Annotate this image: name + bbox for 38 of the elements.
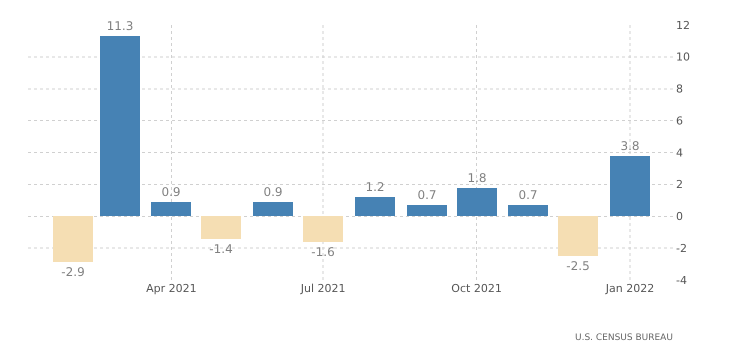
y-tick-label: 12 (676, 18, 690, 32)
bar (100, 36, 140, 216)
x-tick-label: Jan 2022 (604, 282, 654, 295)
y-tick-label: 2 (676, 178, 683, 192)
bar (558, 216, 598, 256)
bar (53, 216, 93, 262)
data-label: -1.4 (209, 242, 233, 256)
data-label: 0.7 (518, 188, 538, 202)
bar (201, 216, 241, 239)
bar (253, 202, 293, 216)
data-label: 3.8 (620, 139, 640, 153)
data-label: 1.8 (467, 171, 487, 185)
data-label: 0.9 (263, 185, 283, 199)
x-tick-label: Jul 2021 (300, 282, 346, 295)
data-label: -1.6 (311, 245, 335, 259)
bar (151, 202, 191, 216)
bar (303, 216, 343, 242)
x-tick-label: Oct 2021 (451, 282, 502, 295)
bar (457, 188, 497, 216)
y-tick-label: -2 (676, 242, 687, 255)
data-label: -2.5 (566, 259, 590, 273)
bar (407, 205, 447, 216)
y-tick-label: 0 (676, 210, 683, 224)
y-tick-label: 6 (676, 114, 683, 128)
x-tick-label: Apr 2021 (146, 282, 197, 295)
data-label: -2.9 (61, 265, 85, 279)
y-tick-label: 8 (676, 82, 683, 96)
bar (610, 156, 650, 216)
data-label: 0.9 (161, 185, 181, 199)
y-tick-label: 4 (676, 146, 683, 160)
data-label: 11.3 (106, 19, 134, 33)
data-label: 1.2 (365, 180, 385, 194)
bar (508, 205, 548, 216)
text: U.S. CENSUS BUREAU (575, 333, 673, 343)
y-tick-label: 10 (676, 50, 690, 64)
y-tick-label: -4 (676, 274, 687, 287)
bar (355, 197, 395, 216)
data-label: 0.7 (417, 188, 437, 202)
